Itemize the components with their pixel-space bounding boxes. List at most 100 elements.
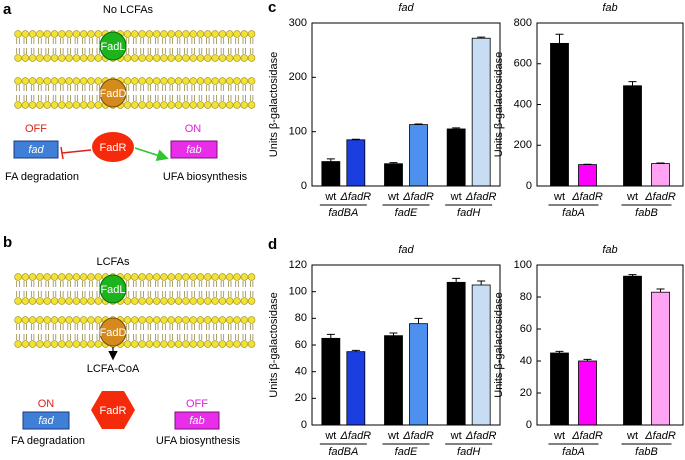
lipid-head: [58, 273, 66, 281]
lipid-head: [204, 101, 212, 109]
error-bar: [656, 288, 665, 293]
lipid-head: [160, 340, 168, 348]
lipid-head: [196, 77, 205, 85]
lipid-head: [72, 30, 81, 38]
lipid-head: [204, 340, 212, 348]
y-tick-label: 80: [520, 291, 532, 303]
lipid-head: [94, 101, 103, 109]
lipid-head: [226, 30, 234, 38]
state-label: ON: [38, 398, 55, 410]
lipid-head: [87, 54, 95, 62]
lipid-head: [233, 77, 241, 85]
lipid-head: [218, 101, 227, 109]
lipid-head: [218, 340, 227, 348]
lipid-head: [247, 30, 256, 38]
group-label: fadBA: [328, 446, 358, 458]
plot-frame: [536, 22, 684, 187]
lipid-head: [153, 340, 161, 348]
lipid-head: [160, 30, 168, 38]
x-tick-label: wt: [553, 430, 565, 442]
lipid-head: [79, 77, 88, 85]
lipid-head: [65, 273, 73, 281]
lipid-head: [218, 273, 227, 281]
x-tick-label: wt: [626, 430, 638, 442]
panel-label: a: [3, 1, 12, 18]
lipid-head: [94, 316, 103, 324]
lipid-head: [28, 316, 37, 324]
lipid-head: [43, 101, 51, 109]
chart-title: fad: [398, 244, 414, 256]
plot-frame: [311, 264, 501, 426]
gene-box: [13, 140, 59, 159]
lipid-head: [160, 54, 168, 62]
lipid-head: [79, 316, 88, 324]
lipid-head: [145, 101, 154, 109]
panel-label: c: [268, 0, 276, 16]
lipid-head: [218, 30, 227, 38]
lipid-head: [204, 54, 212, 62]
lipid-head: [36, 297, 44, 305]
lipid-head: [50, 101, 59, 109]
lipid-head: [240, 273, 249, 281]
group-label: fadE: [395, 446, 418, 458]
lipid-head: [138, 54, 146, 62]
error-bar: [414, 123, 423, 125]
error-bar: [351, 349, 360, 352]
lipid-head: [94, 54, 103, 62]
bar: [550, 352, 569, 426]
lipid-head: [196, 101, 205, 109]
lipid-head: [43, 340, 51, 348]
lipid-head: [247, 101, 256, 109]
lipid-head: [36, 30, 44, 38]
lipid-head: [43, 316, 51, 324]
group-label: fabA: [562, 446, 585, 458]
chart-title: fab: [602, 2, 617, 14]
lipid-head: [204, 273, 212, 281]
lipid-head: [123, 316, 132, 324]
bar: [321, 337, 341, 426]
y-tick-label: 40: [520, 355, 532, 367]
fadr-protein: [92, 132, 134, 162]
lipid-head: [131, 273, 139, 281]
x-tick-label: ΔfadR: [571, 430, 603, 442]
membranes: [14, 30, 256, 348]
lipid-head: [247, 273, 256, 281]
bar: [384, 163, 403, 187]
lipid-head: [36, 77, 44, 85]
lipid-head: [226, 340, 234, 348]
lipid-head: [50, 77, 59, 85]
y-tick-label: 60: [520, 323, 532, 335]
lipid-head: [21, 77, 29, 85]
lipid-head: [123, 297, 132, 305]
lipid-head: [58, 101, 66, 109]
y-tick-label: 400: [514, 98, 532, 110]
plot-frame: [536, 264, 684, 426]
lipid-head: [182, 297, 190, 305]
lipid-head: [196, 316, 205, 324]
lipid-head: [211, 340, 219, 348]
x-tick-label: ΔfadR: [340, 191, 372, 203]
lipid-head: [233, 316, 241, 324]
lipid-head: [36, 340, 44, 348]
error-bar: [656, 162, 665, 164]
lipid-head: [14, 30, 22, 38]
error-bar: [389, 332, 398, 336]
lipid-head: [167, 54, 176, 62]
lipid-head: [123, 54, 132, 62]
chart-title: fab: [602, 244, 617, 256]
lipid-head: [138, 340, 146, 348]
lipid-head: [14, 273, 22, 281]
fadl-protein: [99, 31, 127, 61]
y-tick-label: 80: [295, 312, 307, 324]
lipid-head: [87, 340, 95, 348]
lipid-head: [123, 101, 132, 109]
bar: [578, 360, 597, 426]
protein-label: FadD: [100, 88, 127, 100]
lipid-head: [182, 101, 190, 109]
lipid-head: [36, 54, 44, 62]
lipid-head: [174, 297, 183, 305]
panel-label: d: [268, 236, 277, 253]
lipid-head: [240, 297, 249, 305]
bar: [409, 124, 428, 187]
lipid-head: [167, 273, 176, 281]
